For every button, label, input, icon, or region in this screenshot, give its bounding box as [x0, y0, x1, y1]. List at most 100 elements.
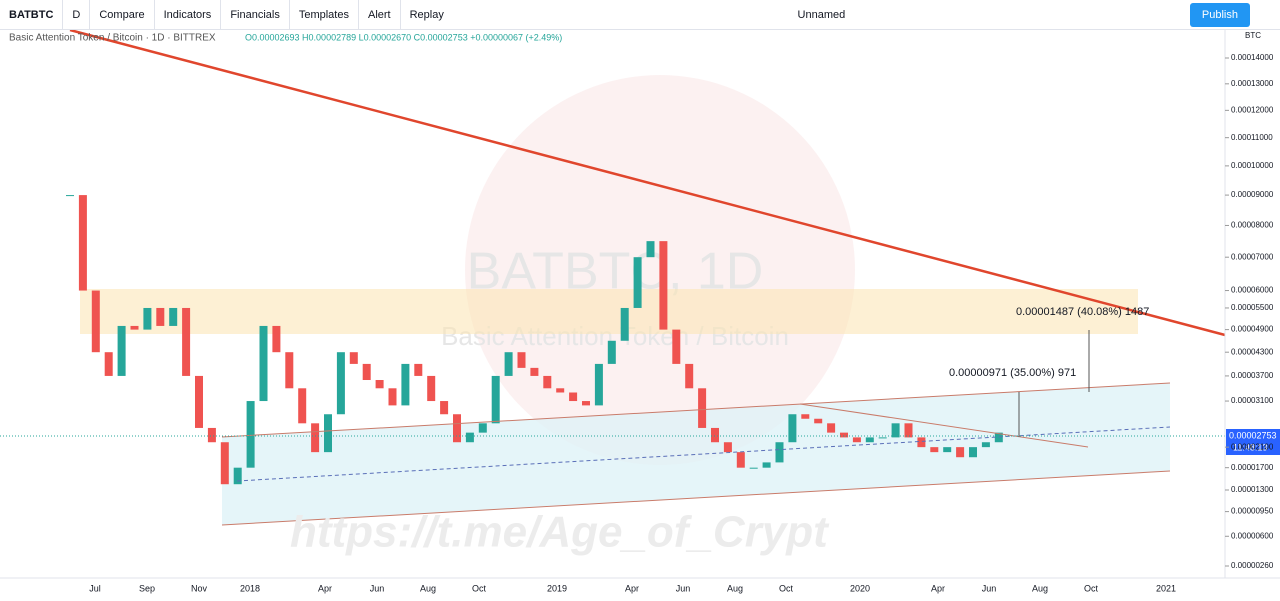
y-tick-label: 0.00012000: [1231, 105, 1274, 114]
candle: [401, 363, 410, 406]
candle: [259, 325, 268, 402]
candle: [491, 375, 500, 424]
x-tick-label: Nov: [191, 583, 208, 593]
trendline-small: [799, 403, 1089, 448]
candle: [182, 307, 191, 376]
y-tick-label: 0.00001700: [1231, 463, 1274, 472]
candle: [233, 467, 242, 485]
resistance-zone: [80, 289, 1138, 334]
y-tick-label: 0.00004300: [1231, 347, 1274, 356]
candle: [156, 307, 165, 326]
legend-title: Basic Attention Token / Bitcoin · 1D · B…: [9, 33, 216, 44]
x-tick-label: 2019: [547, 583, 567, 593]
candle: [569, 392, 578, 402]
candle: [943, 447, 952, 453]
channel-lower: [221, 470, 1171, 526]
candle: [801, 414, 810, 419]
candle: [78, 195, 87, 291]
candle: [878, 437, 887, 439]
axis-unit: BTC: [1245, 31, 1261, 40]
x-tick-label: Aug: [727, 583, 743, 593]
candle: [504, 352, 513, 376]
candle: [775, 442, 784, 463]
candle: [672, 329, 681, 364]
templates[interactable]: Templates: [298, 8, 349, 21]
indicators[interactable]: Indicators: [163, 8, 212, 21]
candle: [981, 442, 990, 448]
y-tick-label: 0.00001300: [1231, 485, 1274, 494]
x-tick-label: Apr: [931, 583, 945, 593]
candle: [556, 388, 565, 393]
y-tick-label: 0.00000950: [1231, 507, 1274, 516]
candle: [685, 363, 694, 389]
candle: [865, 437, 874, 443]
candle: [788, 414, 797, 443]
candle: [453, 414, 461, 443]
candle: [633, 257, 642, 308]
measure-label: 0.00000971 (35.00%) 971: [949, 367, 1076, 379]
y-tick-label: 0.00004900: [1231, 325, 1274, 334]
candle: [969, 447, 977, 458]
candle: [130, 325, 139, 330]
measure-label: 0.00001487 (40.08%) 1487: [1016, 306, 1149, 318]
candle: [594, 363, 603, 406]
candle: [66, 195, 74, 197]
candle: [478, 423, 487, 433]
interval[interactable]: D: [72, 8, 81, 21]
x-tick-label: Sep: [139, 583, 155, 593]
candle: [427, 375, 436, 402]
channel-fill: [222, 383, 1170, 525]
publish-button[interactable]: Publish: [1189, 2, 1250, 27]
trendline-main: [69, 30, 1226, 337]
candle: [840, 432, 848, 438]
candle: [117, 325, 126, 376]
candle: [904, 423, 913, 438]
candle: [169, 307, 178, 326]
symbol[interactable]: BATBTC: [9, 8, 54, 21]
candle: [543, 375, 552, 389]
candle: [465, 432, 474, 443]
toolbar: BATBTC D Compare Indicators Financials T…: [0, 0, 1280, 30]
x-tick-label: Jun: [370, 583, 385, 593]
candle: [698, 388, 707, 428]
candle: [272, 325, 281, 353]
compare[interactable]: Compare: [99, 8, 145, 21]
candle: [994, 432, 1003, 443]
layout-name[interactable]: Unnamed: [797, 8, 846, 21]
candle: [620, 307, 629, 341]
x-tick-label: Apr: [625, 583, 639, 593]
y-tick-label: 0.00008000: [1231, 221, 1274, 230]
candle: [388, 388, 397, 406]
candle: [91, 290, 100, 353]
candle: [582, 401, 590, 406]
replay[interactable]: Replay: [409, 8, 444, 21]
candle: [298, 388, 307, 424]
y-tick-label: 0.00000260: [1231, 561, 1274, 570]
y-tick-label: 0.00003100: [1231, 396, 1274, 405]
y-tick-label: 0.00011000: [1231, 133, 1273, 142]
y-tick-label: 0.00010000: [1231, 161, 1274, 170]
x-tick-label: Apr: [318, 583, 332, 593]
candle: [324, 414, 332, 453]
candle: [375, 380, 384, 389]
x-tick-label: Oct: [472, 583, 487, 593]
candle: [659, 241, 668, 330]
legend-ohlc: O0.00002693 H0.00002789 L0.00002670 C0.0…: [245, 32, 562, 42]
alert[interactable]: Alert: [367, 8, 391, 21]
candle: [711, 427, 719, 443]
candle: [440, 401, 449, 415]
y-tick-label: 0.00014000: [1231, 53, 1274, 62]
candle: [852, 437, 861, 443]
x-tick-label: Oct: [779, 583, 794, 593]
candle: [143, 307, 152, 330]
candle: [104, 352, 113, 376]
candle: [220, 442, 229, 485]
candle: [917, 437, 926, 448]
financials[interactable]: Financials: [230, 8, 280, 21]
candle: [246, 401, 255, 468]
candle: [956, 447, 965, 458]
candle: [414, 363, 423, 376]
x-tick-label: Oct: [1084, 583, 1099, 593]
